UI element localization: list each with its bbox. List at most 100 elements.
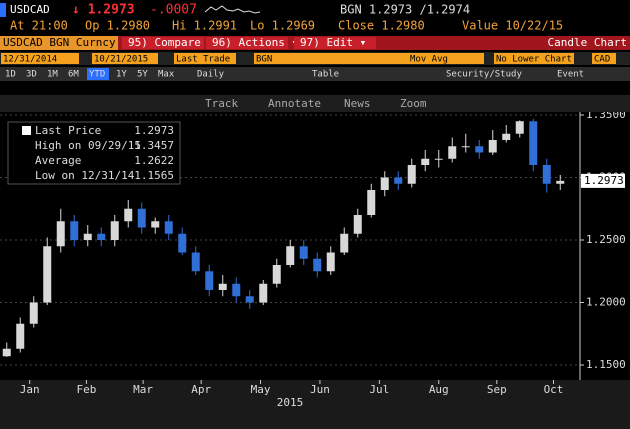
candle-body [407,165,416,184]
ticker-marker [0,3,6,17]
candle-body [502,133,511,140]
field[interactable]: Last Trade [176,55,230,65]
candle-body [137,208,146,228]
stat: Value 10/22/15 [462,19,563,33]
x-tick-label: Aug [429,383,449,396]
candle-body [394,177,403,184]
range-button[interactable]: 1M [47,70,58,80]
candle-body [178,233,187,253]
tool[interactable]: Track [205,97,238,110]
field-box[interactable] [494,53,574,64]
legend-value: 1.2973 [134,124,174,137]
source[interactable]: BGN [256,55,272,65]
range-button[interactable]: 3D [26,70,37,80]
sparkline [204,5,261,14]
range-button[interactable]: 6M [68,70,79,80]
range-button[interactable]: 5Y [137,70,148,80]
candle-body [434,158,443,160]
menu-item[interactable]: 97) Edit ▾ [300,36,366,49]
candle-body [151,221,160,228]
security[interactable]: USDCAD BGN Curncy [3,36,116,49]
y-tick-label: 1.2500 [586,233,626,246]
candle-body [245,296,254,303]
stat: Lo 1.2969 [250,19,315,33]
field-box[interactable] [592,53,616,64]
candle-body [70,221,79,240]
x-tick-label: Jan [20,383,40,396]
range-button[interactable]: Max [158,70,175,80]
range-button[interactable]: YTD [89,70,105,80]
range-bg [0,67,630,81]
x-tick-label: Jul [369,383,389,396]
legend-value: 1.1565 [134,169,174,182]
candle-body [164,221,173,234]
event[interactable]: Event [557,70,584,80]
menu-button[interactable] [206,37,288,49]
candle-body [475,146,484,153]
currency[interactable]: CAD [594,55,610,65]
candle-body [272,265,281,284]
x-tick-label: May [251,383,271,396]
candle-body [353,215,362,234]
tool[interactable]: Annotate [268,97,321,110]
last-price-tag [581,173,625,188]
end-date[interactable]: 10/21/2015 [94,55,148,65]
candle-body [529,121,538,165]
candle-body [461,146,470,148]
candle-body [16,323,25,349]
table[interactable]: Table [312,70,339,80]
candle-body [367,190,376,215]
last-price: ↓ 1.2973 [72,3,135,18]
candle-body [97,233,106,240]
candle-body [340,233,349,253]
tool[interactable]: Zoom [400,97,427,110]
x-tick-label: Jun [310,383,330,396]
stat: Close 1.2980 [338,19,425,33]
menu-button[interactable] [122,37,204,49]
candle-body [326,252,335,272]
range-button[interactable]: 1D [5,70,16,80]
legend-label: Last Price [35,124,101,137]
study[interactable]: Mov Avg [410,55,448,65]
range-buttons: 1D 3D 1M 6M YTD 1Y 5Y Max [5,68,175,80]
change: -.0007 [150,3,197,18]
security-study[interactable]: Security/Study [446,70,522,80]
candle-body [259,283,268,303]
tool[interactable]: News [344,97,371,110]
header: USDCAD ↓ 1.2973 -.0007 BGN 1.2973 /1.297… [0,3,563,33]
stat: Hi 1.2991 [172,19,237,33]
range-button[interactable]: 1Y [116,70,127,80]
field-box[interactable] [92,53,158,64]
x-tick-label: Sep [487,383,507,396]
legend-value: 1.3457 [134,139,174,152]
ticker: USDCAD [10,3,50,16]
x-axis-bg [0,380,630,429]
candle-body [110,221,119,240]
candle-body [515,121,524,134]
x-tick-label: Apr [191,383,211,396]
legend-label: Average [35,154,81,167]
legend-label: Low on 12/31/14 [35,169,135,182]
menu-item[interactable]: 95) Compare [128,36,201,49]
y-tick-label: 1.2000 [586,296,626,309]
field-box[interactable] [174,53,236,64]
field-box[interactable] [254,53,484,64]
menu-item[interactable]: 96) Actions ▾ [212,36,298,49]
period[interactable]: Daily [197,70,225,80]
menu-button[interactable] [294,37,376,49]
legend-value: 1.2622 [134,154,174,167]
stats: At 21:00 Op 1.2980 Hi 1.2991 Lo 1.2969 Close… [10,19,563,33]
x-tick-label: Mar [133,383,153,396]
start-date[interactable]: 12/31/2014 [3,55,57,65]
active-range [87,68,109,80]
candle-body [232,283,241,297]
stat: At 21:00 [10,19,68,33]
candle-body [448,146,457,159]
field-box[interactable] [1,53,79,64]
last-price-label: 1.2973 [584,174,624,187]
plot: 1.15001.20001.25001.30001.3500JanFebMarA… [0,108,630,429]
lower-chart[interactable]: No Lower Chart [496,55,572,65]
candle-body [380,177,389,190]
candle-body [218,283,227,290]
menu: 95) Compare 96) Actions ▾ 97) Edit ▾ [122,36,376,49]
